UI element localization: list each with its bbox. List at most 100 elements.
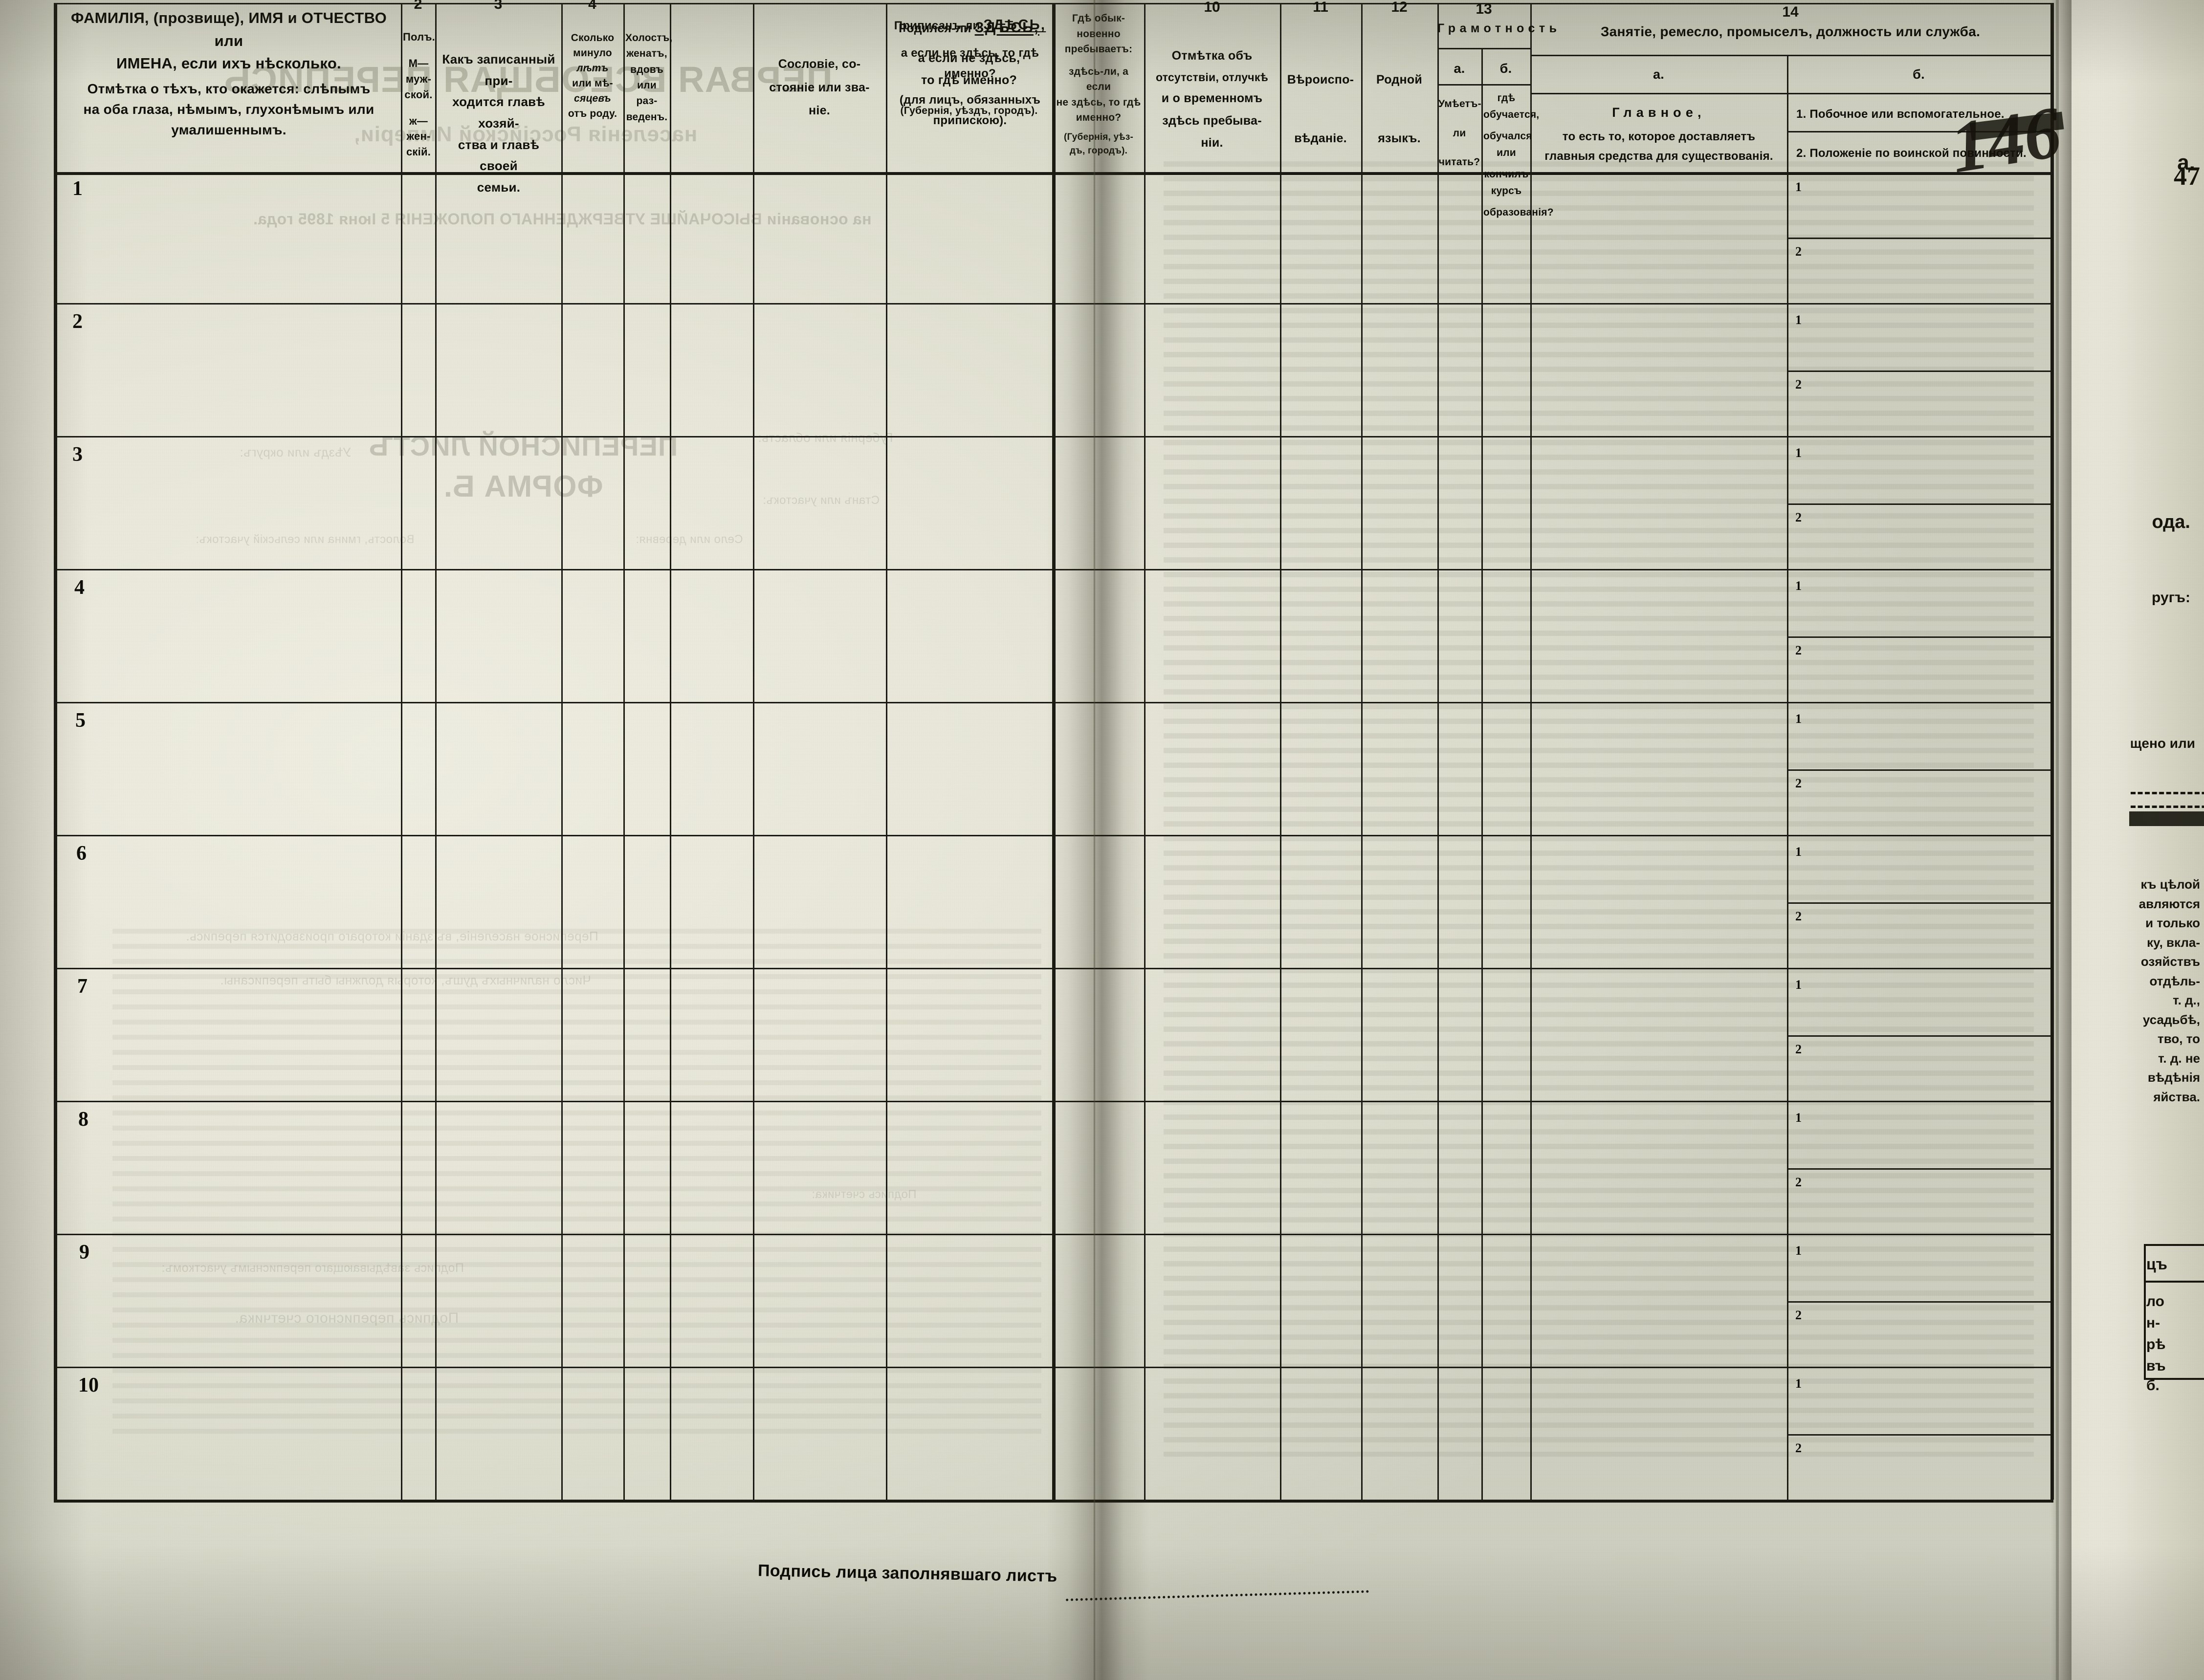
row-number-4: 4 [74, 576, 85, 599]
row-number-6: 6 [76, 842, 87, 865]
col5-line5: веденъ. [626, 111, 668, 123]
col8-line4: (для лицъ, обязанныхъ [899, 93, 1041, 107]
col-number-12: 12 [1391, 0, 1408, 15]
subrow-number-r2-2: 2 [1795, 377, 1802, 392]
col3-line3: ства и главѣ своей [458, 137, 540, 174]
col13-sub-rule [1437, 84, 1530, 86]
edge-dot-row-1 [2131, 792, 2204, 794]
col14-sub-a-label: а. [1653, 67, 1665, 82]
col8-line2: а если не здѣсь, то гдѣ [901, 46, 1039, 60]
col10-header: Отмѣтка объ отсутствіи, отлучкѣ и о врем… [1146, 45, 1278, 154]
col-rule-after-8 [1052, 3, 1056, 1500]
subrow-rule-8 [1787, 1168, 2053, 1170]
col2-line3: ской. [404, 88, 433, 101]
col9-line6: именно? [1076, 112, 1122, 123]
row-number-2: 2 [72, 310, 83, 333]
col13b-line3: кончилъ курсъ [1484, 169, 1529, 197]
edge-fragment-page-number: 47 [2174, 161, 2200, 191]
col-number-2: 2 [414, 0, 422, 12]
edge-line-8: усадьбѣ, [2142, 1012, 2200, 1027]
edge-fragment-scheno: щено или [2130, 736, 2195, 751]
col14-group-title: Занятіе, ремесло, промыселъ, должность и… [1600, 24, 1981, 39]
col-number-14: 14 [1782, 4, 1799, 20]
col2-header: Полъ. М—муж- ской. ж—жен- скій. [403, 29, 435, 160]
col2-line1: Полъ. [403, 31, 435, 43]
edge-line-9: тво, то [2158, 1031, 2200, 1047]
edge-line-6: отдѣль- [2149, 973, 2200, 988]
col8-line1-b: ЗДѢСЬ, [983, 17, 1046, 33]
col10-line2: отсутствіи, отлучкѣ [1155, 70, 1269, 84]
col11-line1: Вѣроиспо- [1287, 73, 1354, 87]
row-number-10: 10 [78, 1374, 99, 1396]
subrow-number-r8-1: 1 [1795, 1111, 1802, 1125]
col14b-line2: 2. Положеніе по воинской повинности. [1796, 147, 2027, 160]
subrow-number-r3-2: 2 [1795, 510, 1802, 524]
col5-line2: женатъ, [626, 48, 667, 60]
edge-smear-bar [2129, 811, 2204, 826]
col7-line3: то гдѣ именно? [921, 73, 1017, 87]
col13-group-title: Грамотность [1437, 22, 1561, 35]
col-rule-14a-14b [1787, 55, 1788, 1500]
census-table: 2 3 4 10 11 12 13 14 ФАМИЛІЯ, (прозвище)… [54, 0, 2054, 1503]
col9-line3: пребываетъ: [1064, 44, 1133, 55]
edge-line-5: озяйствъ [2140, 954, 2200, 969]
edge-paragraph-fragment: къ цѣлой авляются и только ку, вкла- озя… [2087, 875, 2200, 1107]
col6-line1: Сословіе, со- [778, 57, 861, 71]
edge-dot-row-2 [2131, 806, 2204, 808]
col-number-3: 3 [494, 0, 503, 12]
edge-line-12: яйства. [2153, 1089, 2200, 1104]
edge-frag-b: ло [2146, 1293, 2164, 1309]
subrow-number-r6-2: 2 [1795, 909, 1802, 923]
col3-line2: ходится главѣ хозяй- [452, 94, 545, 131]
subrow-number-r7-1: 1 [1795, 978, 1802, 992]
folio-handwritten-number: 146 [1945, 91, 2067, 189]
col8-header-main: Приписанъ-ли ЗДѢСЬ, а если не здѣсь, то … [890, 13, 1050, 131]
col-number-10: 10 [1204, 0, 1220, 15]
col13b-line4: образованія? [1483, 207, 1554, 218]
col4-line1: Сколько [571, 32, 615, 44]
col4-line3: лѣтъ [576, 63, 609, 74]
col-rule-after-7 [886, 3, 887, 1500]
col-rule-right-border [2050, 3, 2054, 1500]
edge-line-11: вѣдѣнія [2147, 1070, 2200, 1085]
subrow-rule-2 [1787, 371, 2053, 372]
edge-line-4: ку, вкла- [2147, 935, 2200, 950]
col9-line2: новенно [1077, 28, 1121, 40]
subrow-number-r4-1: 1 [1795, 579, 1802, 593]
subrow-number-r9-2: 2 [1795, 1308, 1802, 1322]
subrow-number-r1-1: 1 [1795, 180, 1802, 194]
col-rule-after-6 [753, 3, 754, 1500]
col8-line3: именно? [944, 67, 996, 81]
subrow-number-r5-2: 2 [1795, 776, 1802, 790]
col13-sub-a-label: а. [1454, 61, 1465, 76]
col-rule-after-4 [623, 3, 625, 1500]
col-rule-after-1 [401, 3, 402, 1500]
col2-line4: ж—жен- [406, 114, 431, 143]
col14a-line1: Главное, [1612, 105, 1706, 120]
col-rule-left-border [54, 3, 57, 1503]
edge-frag-f: б. [2146, 1377, 2160, 1394]
col4-line6: отъ роду. [568, 108, 617, 120]
col10-line1: Отмѣтка объ [1171, 49, 1253, 63]
row-number-7: 7 [77, 975, 88, 998]
subrow-rule-9 [1787, 1301, 2053, 1303]
col11-header: Вѣроиспо- вѣданіе. [1282, 68, 1359, 150]
col10-line3: и о временномъ [1161, 91, 1263, 106]
col5-header: Холостъ, женатъ, вдовъ или раз- веденъ. [625, 30, 672, 125]
col13a-line2: ли [1453, 127, 1466, 139]
subrow-number-r3-1: 1 [1795, 446, 1802, 460]
subrow-rule-3 [1787, 503, 2053, 505]
col3-line1: Какъ записанный при- [442, 52, 555, 88]
col13a-line3: читать? [1438, 156, 1480, 168]
subrow-rule-6 [1787, 902, 2053, 904]
col8-line1-a: Приписанъ-ли [894, 19, 980, 32]
col9-line4: здѣсь-ли, а если [1068, 65, 1128, 93]
edge-frag-a: цъ [2146, 1255, 2167, 1273]
edge-line-1: къ цѣлой [2140, 877, 2200, 892]
col9-line5: не здѣсь, то гдѣ [1056, 96, 1141, 108]
col-rule-13a-13b [1481, 48, 1483, 1500]
subrow-number-r10-2: 2 [1795, 1441, 1802, 1455]
col14b-item-rule [1787, 131, 2050, 132]
col10-line5: ніи. [1201, 136, 1223, 150]
edge-fragment-oda: ода. [2152, 512, 2190, 532]
